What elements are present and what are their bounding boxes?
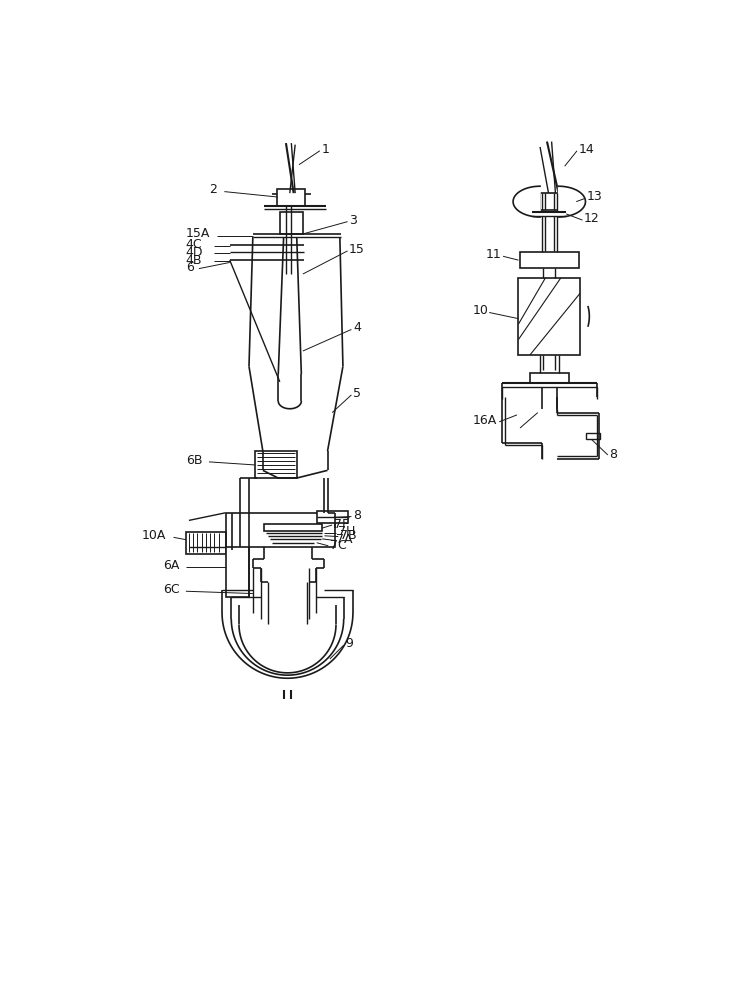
Bar xyxy=(520,252,579,268)
Bar xyxy=(186,532,226,554)
Text: 15: 15 xyxy=(349,243,365,256)
Text: 16A: 16A xyxy=(472,414,496,427)
Text: 6: 6 xyxy=(186,261,194,274)
Bar xyxy=(519,278,580,355)
Text: 15A: 15A xyxy=(186,227,210,240)
Bar xyxy=(280,212,303,234)
Text: 4C: 4C xyxy=(186,238,203,251)
Text: 6B: 6B xyxy=(186,454,203,467)
Text: 9: 9 xyxy=(345,637,353,650)
Text: 7A: 7A xyxy=(336,533,352,546)
Text: 2: 2 xyxy=(209,183,217,196)
Bar xyxy=(317,511,348,523)
Text: 3: 3 xyxy=(349,214,357,227)
Text: 7B: 7B xyxy=(340,529,356,542)
Text: 4B: 4B xyxy=(186,254,203,267)
Bar xyxy=(586,433,600,439)
Bar xyxy=(277,189,305,206)
Text: 4D: 4D xyxy=(186,246,203,259)
Text: 4: 4 xyxy=(353,321,361,334)
Text: 6C: 6C xyxy=(162,583,180,596)
Bar xyxy=(255,451,297,478)
Polygon shape xyxy=(559,186,586,217)
Bar xyxy=(540,193,559,210)
Text: 11: 11 xyxy=(486,248,502,261)
Text: 8: 8 xyxy=(609,448,618,461)
Text: 1: 1 xyxy=(322,143,330,156)
Bar xyxy=(249,513,335,547)
Text: 14: 14 xyxy=(579,143,595,156)
Bar xyxy=(226,547,249,597)
Polygon shape xyxy=(513,186,540,217)
Text: 10A: 10A xyxy=(142,529,165,542)
Text: 8: 8 xyxy=(353,509,361,522)
Text: 12: 12 xyxy=(584,212,600,225)
Bar xyxy=(264,524,322,531)
Text: 7C: 7C xyxy=(330,539,346,552)
Text: 5: 5 xyxy=(353,387,361,400)
Text: 6A: 6A xyxy=(162,559,179,572)
Text: 13: 13 xyxy=(586,190,602,204)
Bar xyxy=(530,373,568,383)
Text: 10: 10 xyxy=(472,304,488,317)
Text: 7H: 7H xyxy=(337,525,355,538)
Text: 7F: 7F xyxy=(334,518,349,531)
